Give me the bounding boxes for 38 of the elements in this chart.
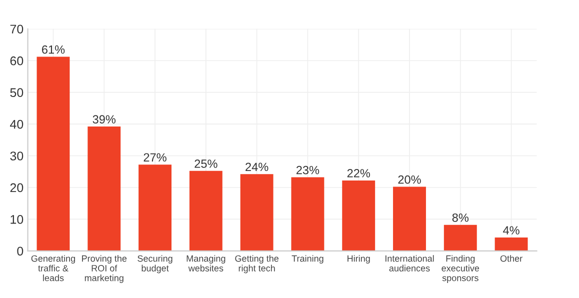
x-tick-label: Finding executive sponsors — [442, 255, 480, 283]
x-tick-label: International audiences — [385, 255, 434, 272]
bar — [138, 164, 172, 251]
data-label: 20% — [398, 175, 421, 184]
y-tick-label: 60 — [10, 56, 24, 66]
data-label: 4% — [503, 226, 520, 234]
data-label: 24% — [246, 162, 268, 172]
y-tick-label: 30 — [10, 152, 24, 160]
data-label: 61% — [42, 45, 65, 54]
y-tick-label: 50 — [10, 88, 24, 97]
y-tick-label: 0 — [17, 246, 24, 256]
bar — [189, 170, 222, 251]
data-label: 23% — [296, 166, 320, 174]
bar — [291, 177, 324, 251]
bar — [444, 224, 477, 251]
y-tick-label: 20 — [10, 183, 24, 192]
x-tick-label: Proving the ROI of marketing — [82, 255, 127, 283]
x-tick-label: Generating traffic & leads — [31, 255, 75, 282]
x-tick-label: Securing budget — [138, 255, 172, 274]
data-label: 22% — [347, 169, 370, 178]
y-tick-label: 40 — [10, 120, 24, 129]
data-label: 8% — [452, 213, 469, 222]
x-tick-label: Training — [292, 255, 324, 264]
bar — [88, 126, 121, 251]
bar — [240, 174, 274, 251]
data-label: 25% — [194, 160, 218, 168]
data-label: 27% — [144, 153, 166, 162]
bar — [393, 186, 426, 251]
data-label: 39% — [92, 115, 116, 124]
y-tick-label: 10 — [10, 215, 24, 224]
bar — [36, 56, 70, 251]
x-tick-label: Getting the right tech — [235, 255, 278, 274]
x-tick-label: Managing websites — [186, 255, 226, 272]
x-tick-label: Hiring — [348, 255, 370, 264]
x-tick-label: Other — [500, 255, 522, 262]
bar — [342, 180, 376, 251]
bar — [494, 238, 528, 251]
y-tick-label: 70 — [10, 24, 24, 34]
